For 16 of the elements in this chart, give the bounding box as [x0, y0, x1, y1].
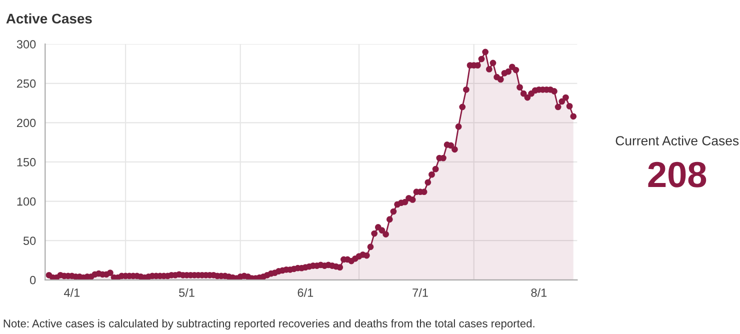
x-tick-label: 5/1	[179, 288, 194, 297]
chart-title: Active Cases	[6, 13, 92, 24]
y-tick-label: 50	[23, 236, 36, 245]
text: 208	[648, 162, 706, 188]
x-tick-label: 7/1	[412, 288, 428, 297]
y-tick-label: 250	[17, 79, 36, 88]
text: Note: Active cases is calculated by subtracting reported recoveries and deaths from the total cases reported.	[4, 319, 534, 330]
x-tick-label: 8/1	[531, 288, 547, 297]
y-tick-label: 200	[17, 118, 36, 128]
y-tick-label: 100	[17, 197, 36, 206]
y-tick-label: 150	[17, 158, 36, 166]
text: Current Active Cases	[616, 136, 739, 146]
x-tick-label: 6/1	[298, 288, 314, 297]
x-tick-label: 4/1	[64, 288, 80, 297]
y-tick-label: 0	[30, 276, 36, 284]
y-tick-label: 300	[16, 40, 36, 48]
